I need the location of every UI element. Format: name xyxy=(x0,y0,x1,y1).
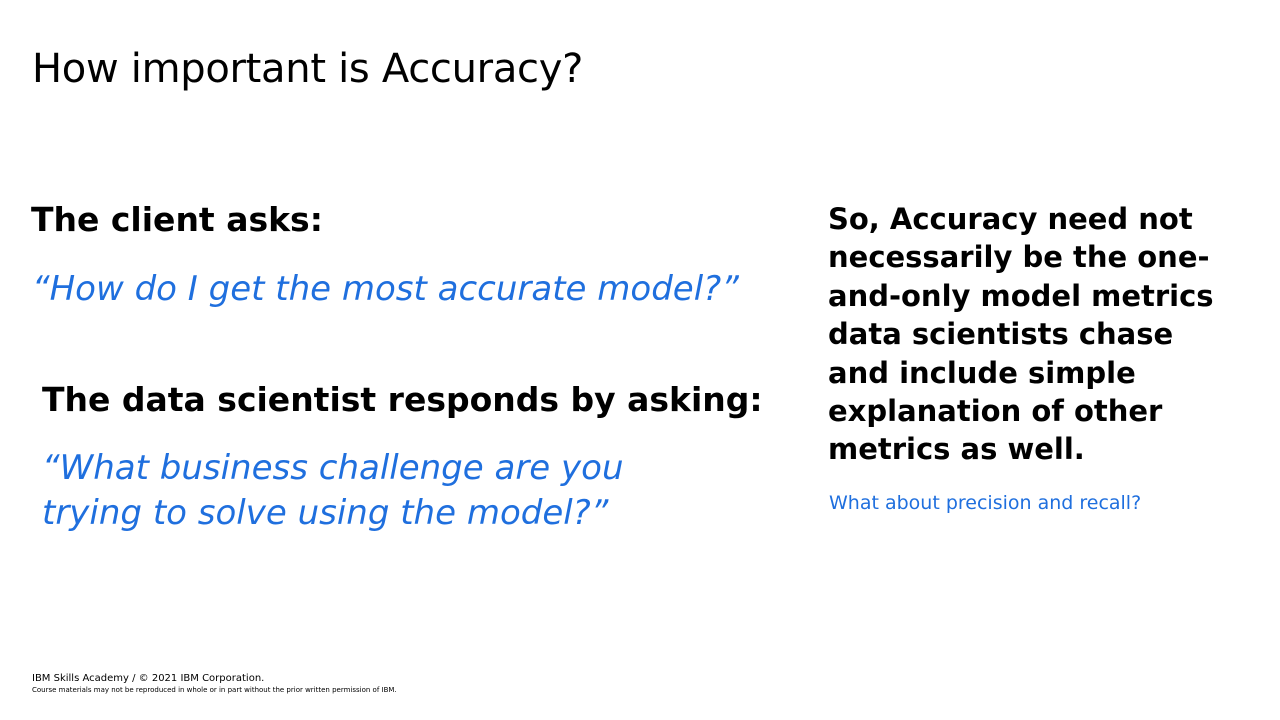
client-quote: “How do I get the most accurate model?” xyxy=(32,269,739,309)
client-heading: The client asks: xyxy=(31,200,323,239)
data-scientist-quote: “What business challenge are you trying … xyxy=(42,448,624,533)
data-scientist-heading: The data scientist responds by asking: xyxy=(42,380,763,419)
followup-question: What about precision and recall? xyxy=(829,492,1142,514)
footer-copyright: IBM Skills Academy / © 2021 IBM Corporat… xyxy=(32,673,265,684)
footer: IBM Skills Academy / © 2021 IBM Corporat… xyxy=(32,672,397,696)
slide-title: How important is Accuracy? xyxy=(32,46,584,92)
footer-notice: Course materials may not be reproduced i… xyxy=(32,686,397,694)
conclusion-text: So, Accuracy need not necessarily be the… xyxy=(828,202,1214,467)
